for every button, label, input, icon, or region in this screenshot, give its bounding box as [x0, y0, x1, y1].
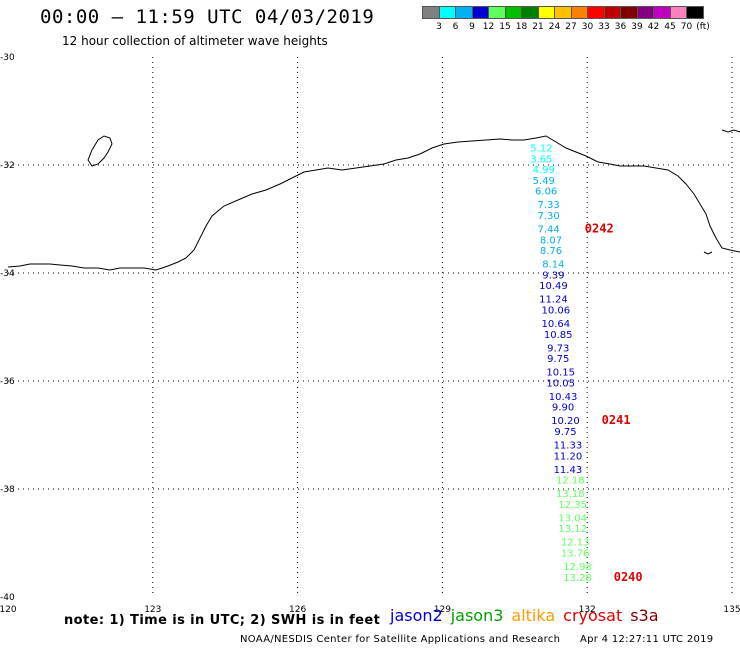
color-scale-label: 27 — [565, 22, 577, 32]
kangaroo-island-outline — [87, 135, 113, 167]
wave-height-value: 10.85 — [544, 330, 573, 341]
wave-height-value: 11.33 — [554, 441, 583, 452]
wave-height-value: 3.65 — [530, 154, 552, 165]
color-scale-label: 15 — [499, 22, 511, 32]
coastline-southern-australia — [7, 135, 740, 271]
legend-entry-jason2: jason2 — [390, 606, 443, 625]
color-scale-label: 9 — [469, 22, 475, 32]
longitude-tick-label: 120 — [0, 605, 17, 615]
wave-height-value: 10.06 — [542, 306, 571, 317]
wave-height-value: 13.28 — [563, 573, 592, 584]
latitude-tick-label: -34 — [0, 269, 15, 279]
wave-height-value: 11.20 — [554, 451, 583, 462]
longitude-tick-label: 126 — [289, 605, 306, 615]
wave-height-value: 5.12 — [530, 144, 552, 155]
wave-height-value: 13.76 — [561, 549, 590, 560]
pass-time-label: 0240 — [614, 570, 643, 584]
latitude-tick-label: -38 — [0, 485, 15, 495]
footer-timestamp: Apr 4 12:27:11 UTC 2019 — [580, 634, 714, 645]
map-subtitle: 12 hour collection of altimeter wave hei… — [62, 34, 328, 48]
color-scale-label: 21 — [532, 22, 544, 32]
latitude-tick-label: -36 — [0, 377, 15, 387]
wave-height-value: 11.43 — [554, 465, 583, 476]
small-island-outline — [703, 251, 713, 255]
wave-height-value: 12.98 — [563, 562, 592, 573]
color-scale-labels: 3 6 9 12 15 18 21 24 27 30 33 36 39 42 45 70 (ft) — [422, 22, 740, 34]
legend-entry-jason3: jason3 — [450, 606, 504, 625]
wave-height-value: 7.44 — [537, 225, 559, 236]
longitude-tick-label: 135 — [723, 605, 740, 615]
wave-height-value: 7.30 — [537, 211, 559, 222]
lat-lon-grid: 120 123 126 129 132 135 -30 -32 -34 -36 -38 -40 — [0, 53, 740, 615]
wave-height-value: 9.39 — [542, 270, 564, 281]
longitude-tick-label: 132 — [579, 605, 596, 615]
longitude-tick-label: 129 — [434, 605, 451, 615]
color-scale-label: 33 — [598, 22, 610, 32]
wave-height-value: 10.64 — [542, 319, 571, 330]
color-scale-label: 24 — [548, 22, 561, 32]
legend-entry-s3a: s3a — [630, 606, 659, 625]
wave-height-value: 13.04 — [558, 513, 587, 524]
wave-height-value: 12.18 — [556, 476, 585, 487]
longitude-tick-label: 123 — [144, 605, 161, 615]
wave-height-value: 7.33 — [537, 200, 559, 211]
color-scale-label: 42 — [647, 22, 660, 32]
color-scale-label: 39 — [631, 22, 643, 32]
color-scale-label: 30 — [581, 22, 594, 32]
pass-time-labels: 0242 0241 0240 — [585, 222, 643, 584]
legend-entry-altika: altika — [511, 606, 556, 625]
wave-height-value: 11.24 — [539, 295, 568, 306]
wave-height-value: 4.99 — [533, 165, 555, 176]
wave-height-value: 9.90 — [552, 403, 574, 414]
wave-height-value: 9.75 — [554, 427, 576, 438]
color-scale-label: 3 — [436, 22, 442, 32]
wave-height-value: 13.18 — [556, 489, 585, 500]
color-scale-label: 45 — [664, 22, 676, 32]
map-title: 00:00 – 11:59 UTC 04/03/2019 — [40, 6, 375, 28]
satellite-legend: jason2 jason3 altika cryosat s3a — [390, 606, 667, 625]
tasmania-edge-outline — [721, 129, 740, 133]
color-scale-label: 12 — [482, 22, 495, 32]
wave-height-value: 8.07 — [540, 235, 562, 246]
color-scale-label: 70 — [680, 22, 693, 32]
footer-note: note: 1) Time is in UTC; 2) SWH is in fe… — [64, 613, 381, 628]
latitude-tick-label: -32 — [0, 161, 15, 171]
pass-time-label: 0241 — [602, 413, 631, 427]
pass-time-label: 0242 — [585, 222, 614, 236]
wave-height-value: 10.43 — [549, 392, 578, 403]
latitude-tick-label: -40 — [0, 593, 15, 603]
color-scale-label: 18 — [515, 22, 528, 32]
color-scale-label: (ft) — [696, 22, 710, 32]
wave-height-value: 8.14 — [542, 260, 564, 271]
color-scale-label: 36 — [614, 22, 627, 32]
wave-height-value: 5.49 — [533, 176, 555, 187]
wave-height-value: 8.76 — [540, 246, 562, 257]
wave-height-value: 6.06 — [535, 187, 557, 198]
color-scale-label: 6 — [452, 22, 459, 32]
legend-entry-cryosat: cryosat — [563, 606, 623, 625]
footer-credit: NOAA/NESDIS Center for Satellite Applica… — [240, 634, 561, 645]
color-scale-swatch — [686, 6, 704, 19]
color-scale — [422, 6, 704, 19]
wave-height-value: 9.75 — [547, 354, 569, 365]
wave-height-observations: 5.123.654.995.496.06 7.337.30 7.448.078.76… — [530, 144, 592, 584]
wave-height-value: 13.12 — [558, 524, 587, 535]
wave-height-value: 10.15 — [546, 368, 575, 379]
wave-height-value: 12.13 — [561, 538, 590, 549]
latitude-tick-label: -30 — [0, 53, 15, 63]
wave-height-value: 10.49 — [539, 281, 568, 292]
wave-height-value: 10.20 — [551, 416, 580, 427]
wave-height-value: 9.73 — [547, 343, 569, 354]
wave-height-value: 10.05 — [546, 378, 575, 389]
wave-height-value: 12.35 — [558, 500, 587, 511]
